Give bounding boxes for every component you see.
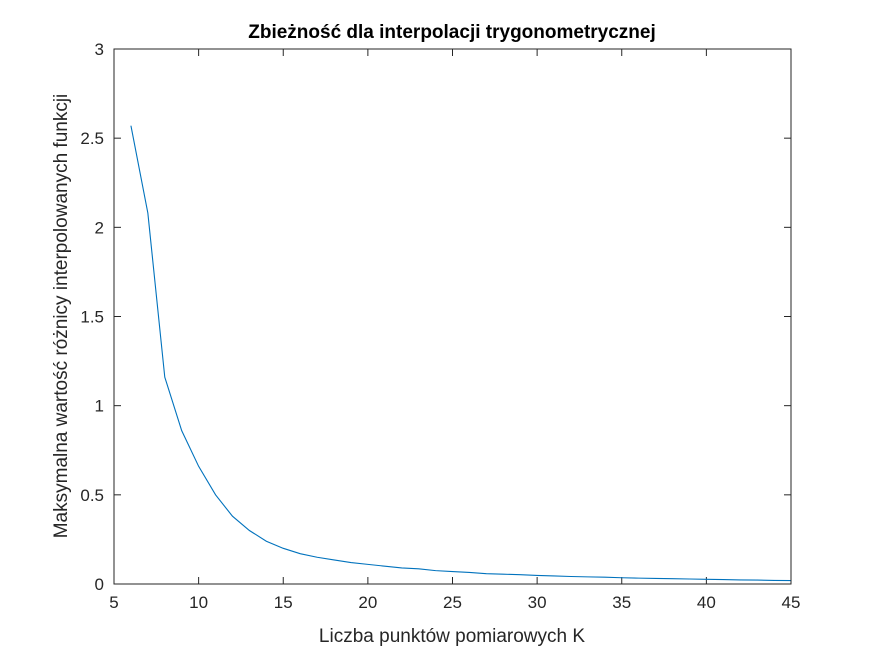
axes-box	[113, 48, 792, 585]
y-tick-label: 0.5	[80, 486, 104, 505]
x-ticks: 5 10 15 20 25 30 35 40 45	[109, 49, 800, 612]
series-line	[130, 125, 792, 582]
x-tick-label: 15	[274, 593, 293, 612]
y-tick-label: 0	[95, 575, 104, 594]
y-ticks: 0 0.5 1 1.5 2 2.5 3	[80, 40, 791, 594]
x-tick-label: 10	[189, 593, 208, 612]
chart-title: Zbieżność dla interpolacji trygonometryc…	[248, 22, 656, 43]
y-tick-label: 1	[95, 397, 104, 416]
x-tick-label: 25	[443, 593, 462, 612]
x-tick-label: 40	[697, 593, 716, 612]
x-tick-label: 20	[358, 593, 377, 612]
y-tick-label: 3	[95, 40, 104, 59]
x-tick-label: 45	[782, 593, 801, 612]
y-tick-label: 2	[95, 218, 104, 237]
series-layer	[130, 125, 792, 582]
x-tick-label: 30	[528, 593, 547, 612]
y-tick-label: 1.5	[80, 308, 104, 327]
plot-area	[114, 49, 791, 584]
y-axis-label: Maksymalna wartość różnicy interpolowany…	[51, 94, 72, 539]
y-tick-label: 2.5	[80, 129, 104, 148]
x-tick-label: 35	[612, 593, 631, 612]
x-tick-label: 5	[109, 593, 118, 612]
x-axis-label: Liczba punktów pomiarowych K	[319, 626, 585, 647]
